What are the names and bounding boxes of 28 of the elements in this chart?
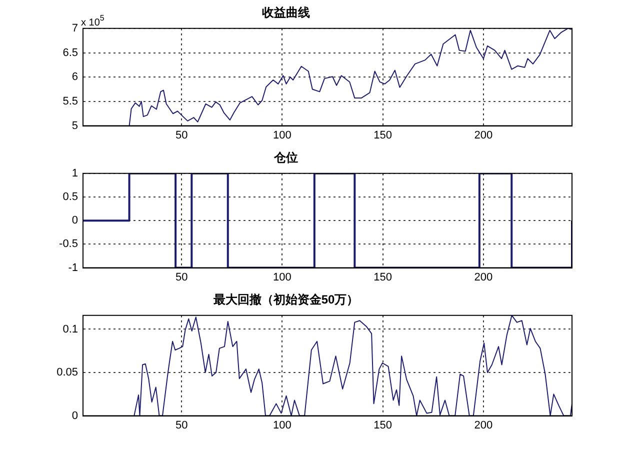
chart-title: 最大回撤（初始资金50万） xyxy=(212,292,359,307)
y-tick-label: 6 xyxy=(72,71,78,84)
y-tick-label: 0.5 xyxy=(62,191,78,204)
y-tick-label: 0 xyxy=(72,410,78,422)
y-tick-label: 0.1 xyxy=(62,323,78,336)
y-tick-label: -1 xyxy=(68,262,78,274)
x-tick-label: 50 xyxy=(175,129,188,142)
y-tick-label: 6.5 xyxy=(62,46,78,59)
y-tick-label: 1 xyxy=(72,167,78,180)
x-tick-label: 200 xyxy=(474,419,493,432)
x-tick-label: 150 xyxy=(374,271,392,284)
x-tick-label: 150 xyxy=(374,419,392,432)
y-tick-label: -0.5 xyxy=(59,238,78,250)
x-tick-label: 50 xyxy=(175,419,188,432)
x-tick-label: 50 xyxy=(175,271,188,284)
x-tick-label: 100 xyxy=(273,419,292,432)
chart-title: 仓位 xyxy=(273,150,298,165)
x-tick-label: 100 xyxy=(273,129,292,142)
y-tick-label: 7 xyxy=(72,22,78,34)
x-tick-label: 200 xyxy=(474,271,493,284)
y-tick-label: 0.05 xyxy=(56,366,78,379)
y-tick-label: 0 xyxy=(72,214,78,227)
x-tick-label: 100 xyxy=(273,271,292,284)
x-tick-label: 150 xyxy=(374,129,392,142)
chart-title: 收益曲线 xyxy=(262,6,310,20)
y-tick-label: 5 xyxy=(72,120,78,132)
x-tick-label: 200 xyxy=(474,129,493,142)
y-tick-label: 5.5 xyxy=(62,95,78,108)
